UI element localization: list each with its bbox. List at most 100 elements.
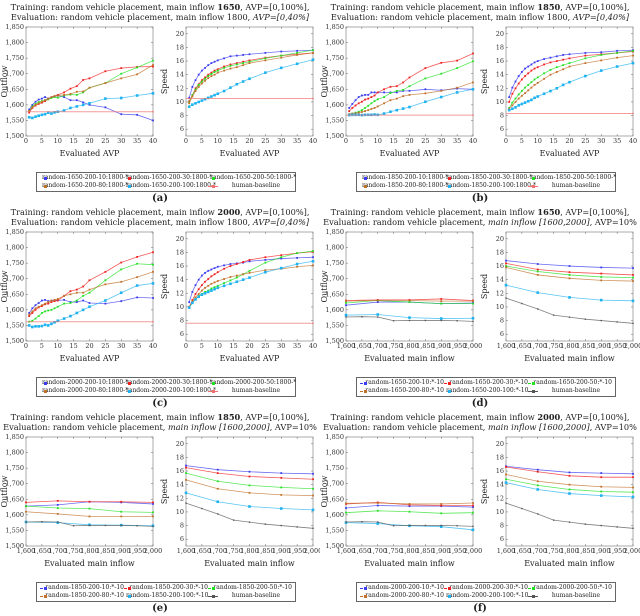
data-point [207,284,210,287]
data-point [248,60,251,63]
data-point [213,69,216,72]
y-tick-label: 8 [500,522,504,530]
data-point [382,112,386,115]
data-point [279,66,283,70]
data-point [357,111,360,114]
data-point [526,99,530,103]
data-point [216,280,219,282]
data-point [43,112,47,116]
data-point [312,472,314,475]
data-point [370,102,373,105]
plot-frame [25,26,154,137]
data-point [204,66,206,69]
series-human-baseline [186,97,314,100]
data-point [75,299,78,302]
data-point [104,106,107,109]
panel-title: Training: random vehicle placement, main… [0,2,320,22]
data-point [47,309,50,312]
data-point [401,107,405,110]
x-tick-label: 1,950 [128,547,147,555]
legend-label: random-2000-200-30:*-10 [449,584,528,591]
data-point [370,91,373,94]
data-point [377,316,379,318]
y-tick-label: 1,600 [325,306,344,314]
data-point [28,108,31,111]
data-point [25,505,27,508]
data-point [82,299,85,302]
data-point [367,97,370,100]
data-point [533,61,536,64]
data-point [568,488,571,491]
y-tick-label: 1,800 [5,449,24,457]
data-point [311,259,315,263]
data-point [507,108,511,112]
y-tick-label: 1,500 [5,542,24,550]
legend-label: random-1650-200-100:*-10 [446,387,529,394]
data-point [152,65,154,68]
data-point [584,74,587,78]
series-random-1650-200-100:*-10 [344,313,475,320]
panel-e: Training: random vehicle placement, main… [0,410,320,615]
data-point [56,499,59,502]
data-point [600,472,603,475]
data-point [229,86,232,89]
data-point [376,522,380,525]
legend-swatch [528,381,536,385]
x-tick-label: 0 [344,137,348,145]
data-point [527,72,530,75]
data-point [389,92,392,94]
data-point [69,293,72,296]
data-point [152,59,154,62]
y-tick-label: 1,700 [5,480,24,488]
y-tick-label: 1,550 [5,526,24,534]
data-point [185,479,187,481]
data-point [191,94,194,97]
subfigure-label: (c) [152,398,168,409]
data-point [376,105,379,108]
data-point [440,72,443,75]
data-point [34,115,37,118]
data-point [408,89,411,92]
legend-swatch [360,594,368,598]
y-tick-label: 1,750 [5,54,24,62]
data-point [562,58,565,61]
x-tick-label: 40 [149,137,157,145]
data-point [508,101,511,103]
data-point [616,526,618,528]
data-point [517,82,520,85]
x-tick-label: 1,700 [208,547,227,555]
data-point [367,93,370,96]
y-tick-label: 1,500 [325,337,344,345]
plots-svg: 1,500 1,550 1,600 1,650 1,700 1,750 1,800 1,850… [320,23,637,158]
data-point [600,266,603,269]
y-tick-label: 1,550 [325,321,344,329]
data-point [440,89,443,92]
series-random-2000-200-100:1800-* [27,282,155,329]
data-point [207,64,210,67]
data-point [82,285,85,288]
data-point [235,263,238,265]
series-random-2000-200-80:1800-* [28,270,154,316]
legend-swatch [208,594,218,598]
data-point [152,511,154,514]
data-point [524,86,526,89]
title-eval-range: AVP=[0,40%] [252,217,310,227]
data-point [229,265,232,267]
data-point [408,93,411,96]
y-axis-label: Outflow [320,475,329,507]
title-eval-range: AVP=[0,40%] [252,12,310,22]
x-tick-label: 15 [69,137,77,145]
data-point [517,97,520,100]
data-point [88,291,91,294]
data-point [373,91,376,94]
data-point [56,507,59,509]
data-point [530,69,533,72]
legend-swatch [528,184,538,188]
panel-title: Training: random vehicle placement, main… [320,2,640,22]
data-point [69,93,72,95]
data-point [280,494,283,496]
data-point [216,59,219,62]
title-text: Evaluation: random vehicle placement, ma… [330,12,573,22]
data-point [264,59,267,62]
title-text: , AVP=10% [589,217,637,227]
